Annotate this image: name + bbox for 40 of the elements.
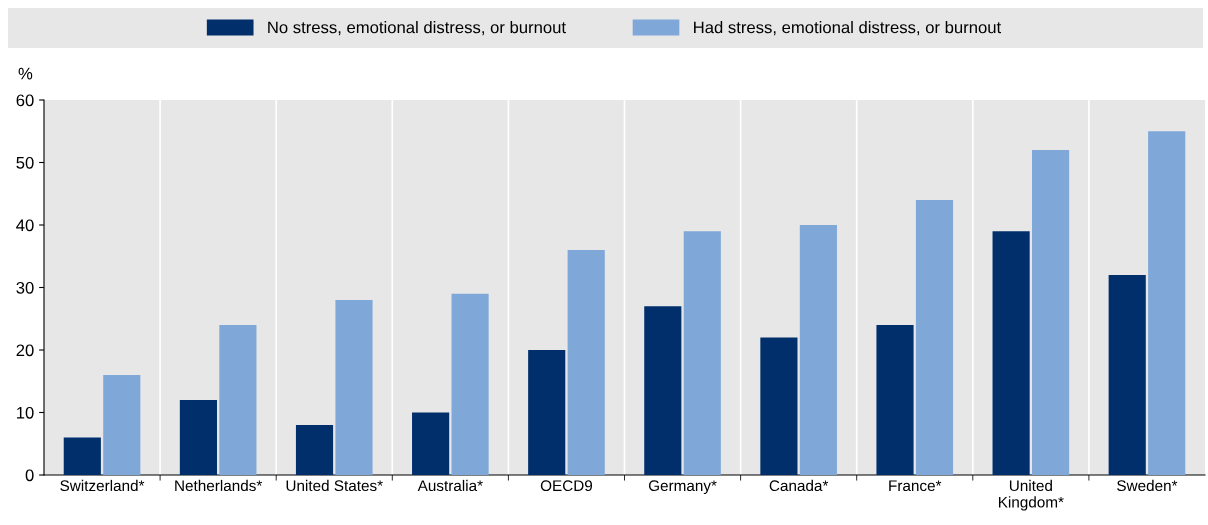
bar <box>992 231 1030 475</box>
x-tick-label: Switzerland* <box>60 479 145 492</box>
y-tick-label: 40 <box>16 219 34 232</box>
bar <box>915 200 954 475</box>
x-tick-label: Canada* <box>769 479 829 492</box>
bar <box>644 306 682 475</box>
bar <box>528 350 566 475</box>
y-tick-label: 60 <box>16 94 34 107</box>
legend-label: Had stress, emotional distress, or burnout <box>694 21 1002 36</box>
legend-label: No stress, emotional distress, or burnout <box>268 21 566 36</box>
x-tick-label: Australia* <box>417 479 483 492</box>
bar <box>179 400 217 475</box>
bar <box>683 231 721 475</box>
bar <box>876 325 914 475</box>
bar <box>412 412 450 475</box>
x-tick-label: OECD9 <box>540 480 593 492</box>
bar <box>1108 275 1146 475</box>
x-tick-label: United Kingdom* <box>998 479 1064 511</box>
bar <box>567 250 605 475</box>
y-tick-label: 0 <box>25 469 34 482</box>
y-tick-label: 20 <box>16 344 34 357</box>
bar <box>335 300 373 475</box>
bar <box>1148 131 1186 475</box>
bar <box>295 425 334 475</box>
x-tick-label: United States* <box>286 479 383 492</box>
bar <box>1032 150 1070 475</box>
bar <box>63 437 101 475</box>
x-tick-label: Germany* <box>648 480 717 495</box>
bar <box>103 375 141 475</box>
bar <box>760 337 798 475</box>
bar <box>451 293 489 475</box>
x-tick-label: Sweden* <box>1117 479 1178 492</box>
y-tick-label: 30 <box>16 281 34 294</box>
y-tick-label: 50 <box>16 156 34 169</box>
y-axis-title: % <box>18 67 33 80</box>
bar <box>799 225 837 475</box>
bar <box>219 325 257 475</box>
x-tick-label: France* <box>889 480 942 492</box>
x-tick-label: Netherlands* <box>175 479 263 492</box>
y-tick-label: 10 <box>17 406 34 419</box>
